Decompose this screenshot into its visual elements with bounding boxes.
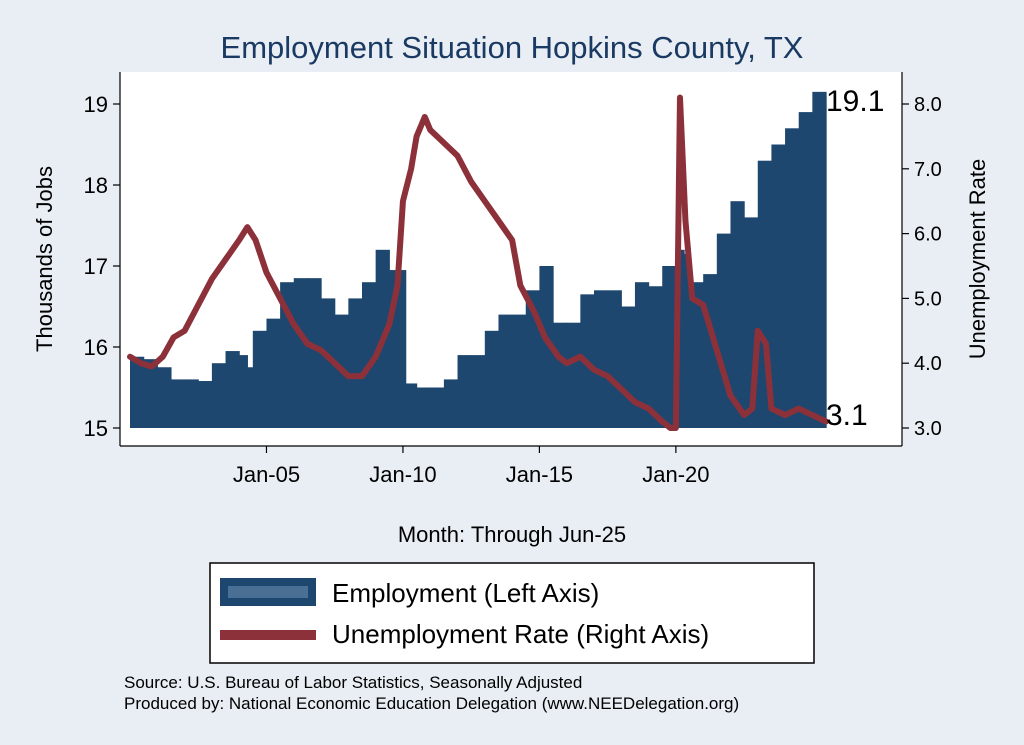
unemployment-series-line: [127, 94, 829, 431]
employment-bar: [812, 91, 827, 428]
employment-bar: [785, 128, 800, 429]
right-tick-label: 5.0: [914, 288, 942, 310]
employment-bar: [400, 270, 407, 428]
employment-bar: [689, 282, 704, 428]
right-axis: 3.0 4.0 5.0 6.0 7.0 8.0: [901, 72, 942, 446]
legend-swatch-employment-inner: [228, 586, 308, 598]
left-tick-label: 15: [84, 416, 108, 441]
legend-label-employment: Employment (Left Axis): [332, 578, 599, 608]
employment-bar: [512, 314, 527, 428]
employment-bar: [348, 298, 363, 428]
employment-bar: [293, 278, 309, 428]
employment-bar: [157, 367, 172, 428]
x-axis-label: Month: Through Jun-25: [398, 522, 626, 547]
employment-bar: [621, 306, 636, 428]
right-tick-label: 3.0: [914, 418, 942, 440]
x-tick-label: Jan-05: [233, 462, 300, 487]
employment-bar: [634, 282, 650, 428]
employment-bar: [362, 282, 377, 428]
employment-bar: [471, 355, 486, 428]
employment-bar: [607, 290, 622, 428]
left-axis: 15 16 17 18 19: [84, 72, 121, 446]
employment-bars: [130, 91, 827, 429]
legend-label-unemployment: Unemployment Rate (Right Axis): [332, 619, 709, 649]
employment-bar: [247, 367, 254, 428]
employment-bar: [130, 356, 145, 428]
x-tick-label: Jan-15: [506, 462, 573, 487]
employment-bar: [416, 387, 431, 428]
legend-swatch-unemployment: [220, 630, 316, 640]
employment-bar: [539, 266, 554, 428]
employment-bar: [594, 290, 609, 428]
employment-bar: [498, 314, 513, 428]
produced-by-note: Produced by: National Economic Education…: [124, 694, 739, 713]
employment-bar: [211, 363, 227, 428]
source-note: Source: U.S. Bureau of Labor Statistics,…: [124, 673, 582, 692]
employment-bar: [553, 322, 568, 428]
employment-bar: [771, 144, 786, 428]
employment-bar: [239, 355, 248, 428]
employment-bar: [266, 318, 281, 428]
employment-bar: [198, 381, 213, 428]
chart-title: Employment Situation Hopkins County, TX: [221, 30, 804, 65]
employment-bar: [252, 330, 268, 428]
x-tick-label: Jan-10: [369, 462, 436, 487]
employment-bar: [648, 286, 663, 428]
employment-bar: [716, 233, 732, 428]
end-label-employment: 19.1: [826, 85, 884, 118]
right-tick-label: 7.0: [914, 159, 942, 181]
left-tick-label: 18: [84, 173, 108, 198]
employment-bar: [826, 95, 827, 429]
employment-bar: [143, 359, 158, 428]
employment-bar: [566, 322, 581, 428]
employment-bar: [730, 201, 745, 428]
unemployment-line: [127, 94, 829, 431]
employment-bar: [684, 253, 691, 428]
left-tick-label: 17: [84, 254, 108, 279]
x-axis: Jan-05 Jan-10 Jan-15 Jan-20: [120, 445, 902, 487]
employment-bar: [484, 330, 500, 428]
right-tick-label: 4.0: [914, 353, 942, 375]
employment-bar: [430, 387, 445, 428]
end-label-unemployment: 3.1: [826, 399, 868, 432]
right-tick-label: 8.0: [914, 94, 942, 116]
y-right-label: Unemployment Rate: [965, 159, 990, 360]
right-tick-label: 6.0: [914, 224, 942, 246]
employment-bar: [457, 355, 472, 428]
employment-bar: [389, 270, 401, 428]
employment-bar: [662, 266, 677, 428]
x-tick-label: Jan-20: [642, 462, 709, 487]
employment-bar: [170, 379, 186, 428]
left-tick-label: 19: [84, 92, 108, 117]
employment-bar: [225, 351, 240, 428]
employment-bar: [405, 383, 418, 428]
left-tick-label: 16: [84, 335, 108, 360]
employment-bar: [307, 278, 322, 428]
employment-bar: [798, 112, 813, 428]
legend: Employment (Left Axis) Unemployment Rate…: [209, 562, 815, 664]
employment-bar: [443, 379, 459, 428]
employment-bar: [675, 249, 685, 428]
employment-bar: [184, 379, 199, 428]
y-left-label: Thousands of Jobs: [32, 166, 57, 352]
employment-bar: [321, 298, 336, 428]
